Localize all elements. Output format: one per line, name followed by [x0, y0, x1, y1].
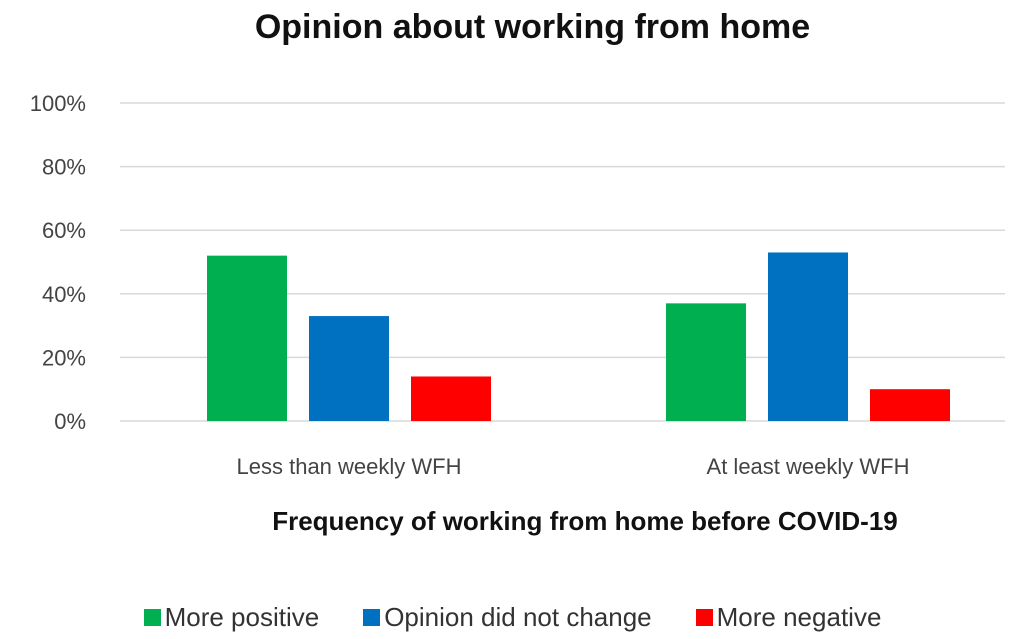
y-tick-label: 20%: [42, 345, 86, 370]
bar-more-positive: [666, 303, 746, 421]
legend-label-more-positive: More positive: [164, 602, 320, 632]
y-tick-label: 40%: [42, 282, 86, 307]
y-tick-label: 0%: [54, 409, 86, 434]
bar-opinion-did-not-change: [309, 316, 389, 421]
legend-swatch-more-positive: [143, 609, 161, 626]
legend-swatch-opinion-did-not-change: [363, 609, 381, 626]
legend-item-more-negative: More negative: [695, 602, 882, 633]
bar-more-negative: [411, 376, 491, 421]
bar-opinion-did-not-change: [768, 252, 848, 421]
chart-title: Opinion about working from home: [254, 8, 811, 46]
legend: More positive Opinion did not change Mor…: [0, 602, 1025, 633]
plot-area: 0% 20% 40% 60% 80% 100% Less than weekly WFH At…: [30, 91, 1005, 479]
x-axis-title: Frequency of working from home before CO…: [272, 506, 898, 536]
x-category-label: Less than weekly WFH: [237, 454, 462, 479]
y-tick-label: 60%: [42, 218, 86, 243]
legend-swatch-more-negative: [695, 609, 713, 626]
x-category-label: At least weekly WFH: [707, 454, 910, 479]
legend-item-opinion-did-not-change: Opinion did not change: [363, 602, 652, 633]
legend-label-more-negative: More negative: [716, 602, 882, 632]
legend-label-opinion-did-not-change: Opinion did not change: [384, 602, 652, 632]
legend-item-more-positive: More positive: [143, 602, 320, 633]
y-tick-label: 100%: [30, 91, 86, 116]
bar-more-negative: [870, 389, 950, 421]
y-tick-label: 80%: [42, 155, 86, 180]
bar-more-positive: [207, 255, 287, 421]
